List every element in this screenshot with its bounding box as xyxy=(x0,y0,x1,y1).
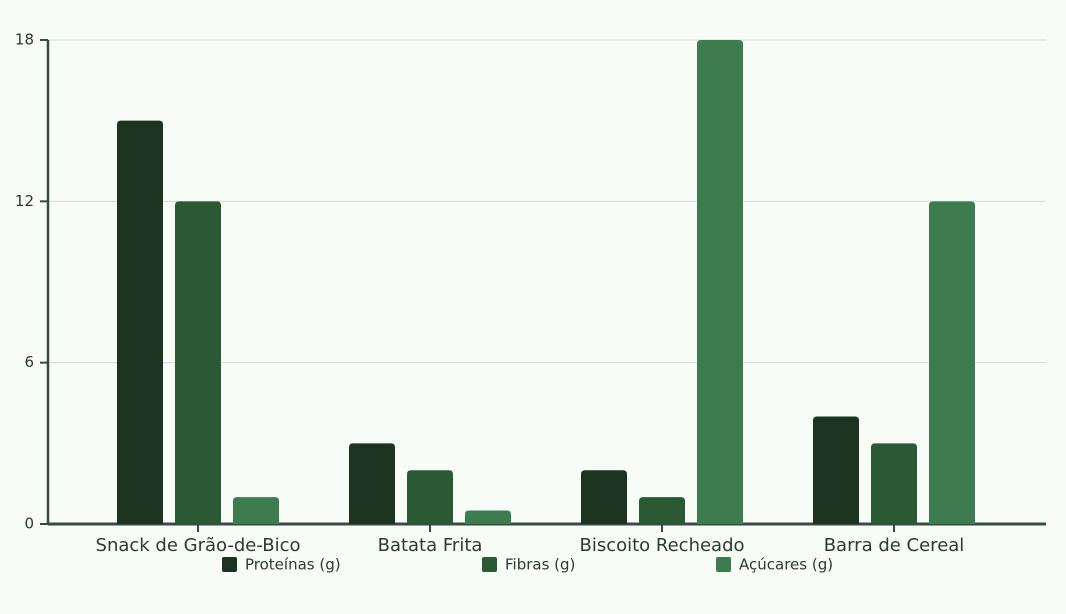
bar xyxy=(117,120,163,525)
legend-swatch xyxy=(222,557,237,572)
bar xyxy=(349,443,395,524)
x-tick-label: Biscoito Recheado xyxy=(579,535,744,556)
bar xyxy=(175,201,221,525)
bar xyxy=(465,510,511,524)
bar xyxy=(871,443,917,524)
y-tick-label: 12 xyxy=(15,192,34,210)
y-tick-label: 0 xyxy=(24,515,34,533)
x-tick-label: Batata Frita xyxy=(378,535,483,556)
legend-label: Açúcares (g) xyxy=(739,556,833,574)
bar xyxy=(813,416,859,524)
x-tick-label: Barra de Cereal xyxy=(824,535,965,556)
y-tick-label: 18 xyxy=(15,31,34,49)
y-tick-label: 6 xyxy=(24,353,34,371)
bar xyxy=(581,470,627,524)
bar xyxy=(929,201,975,525)
legend-swatch xyxy=(482,557,497,572)
bar xyxy=(407,470,453,524)
bar xyxy=(233,497,279,524)
bar xyxy=(697,40,743,524)
bar xyxy=(639,497,685,524)
legend-label: Fibras (g) xyxy=(505,556,575,574)
legend-label: Proteínas (g) xyxy=(245,556,341,574)
x-tick-label: Snack de Grão-de-Bico xyxy=(96,535,301,556)
legend-swatch xyxy=(716,557,731,572)
